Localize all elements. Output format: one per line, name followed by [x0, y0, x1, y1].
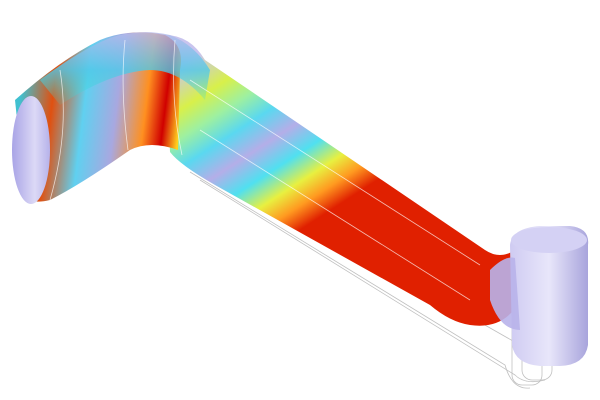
mesh-edges	[49, 39, 481, 301]
pipe-diagonal-section	[165, 35, 520, 326]
pipe-end-block-right	[490, 226, 589, 366]
pipe-top-highlight	[40, 32, 210, 105]
pipe-end-cap-left	[12, 96, 50, 204]
